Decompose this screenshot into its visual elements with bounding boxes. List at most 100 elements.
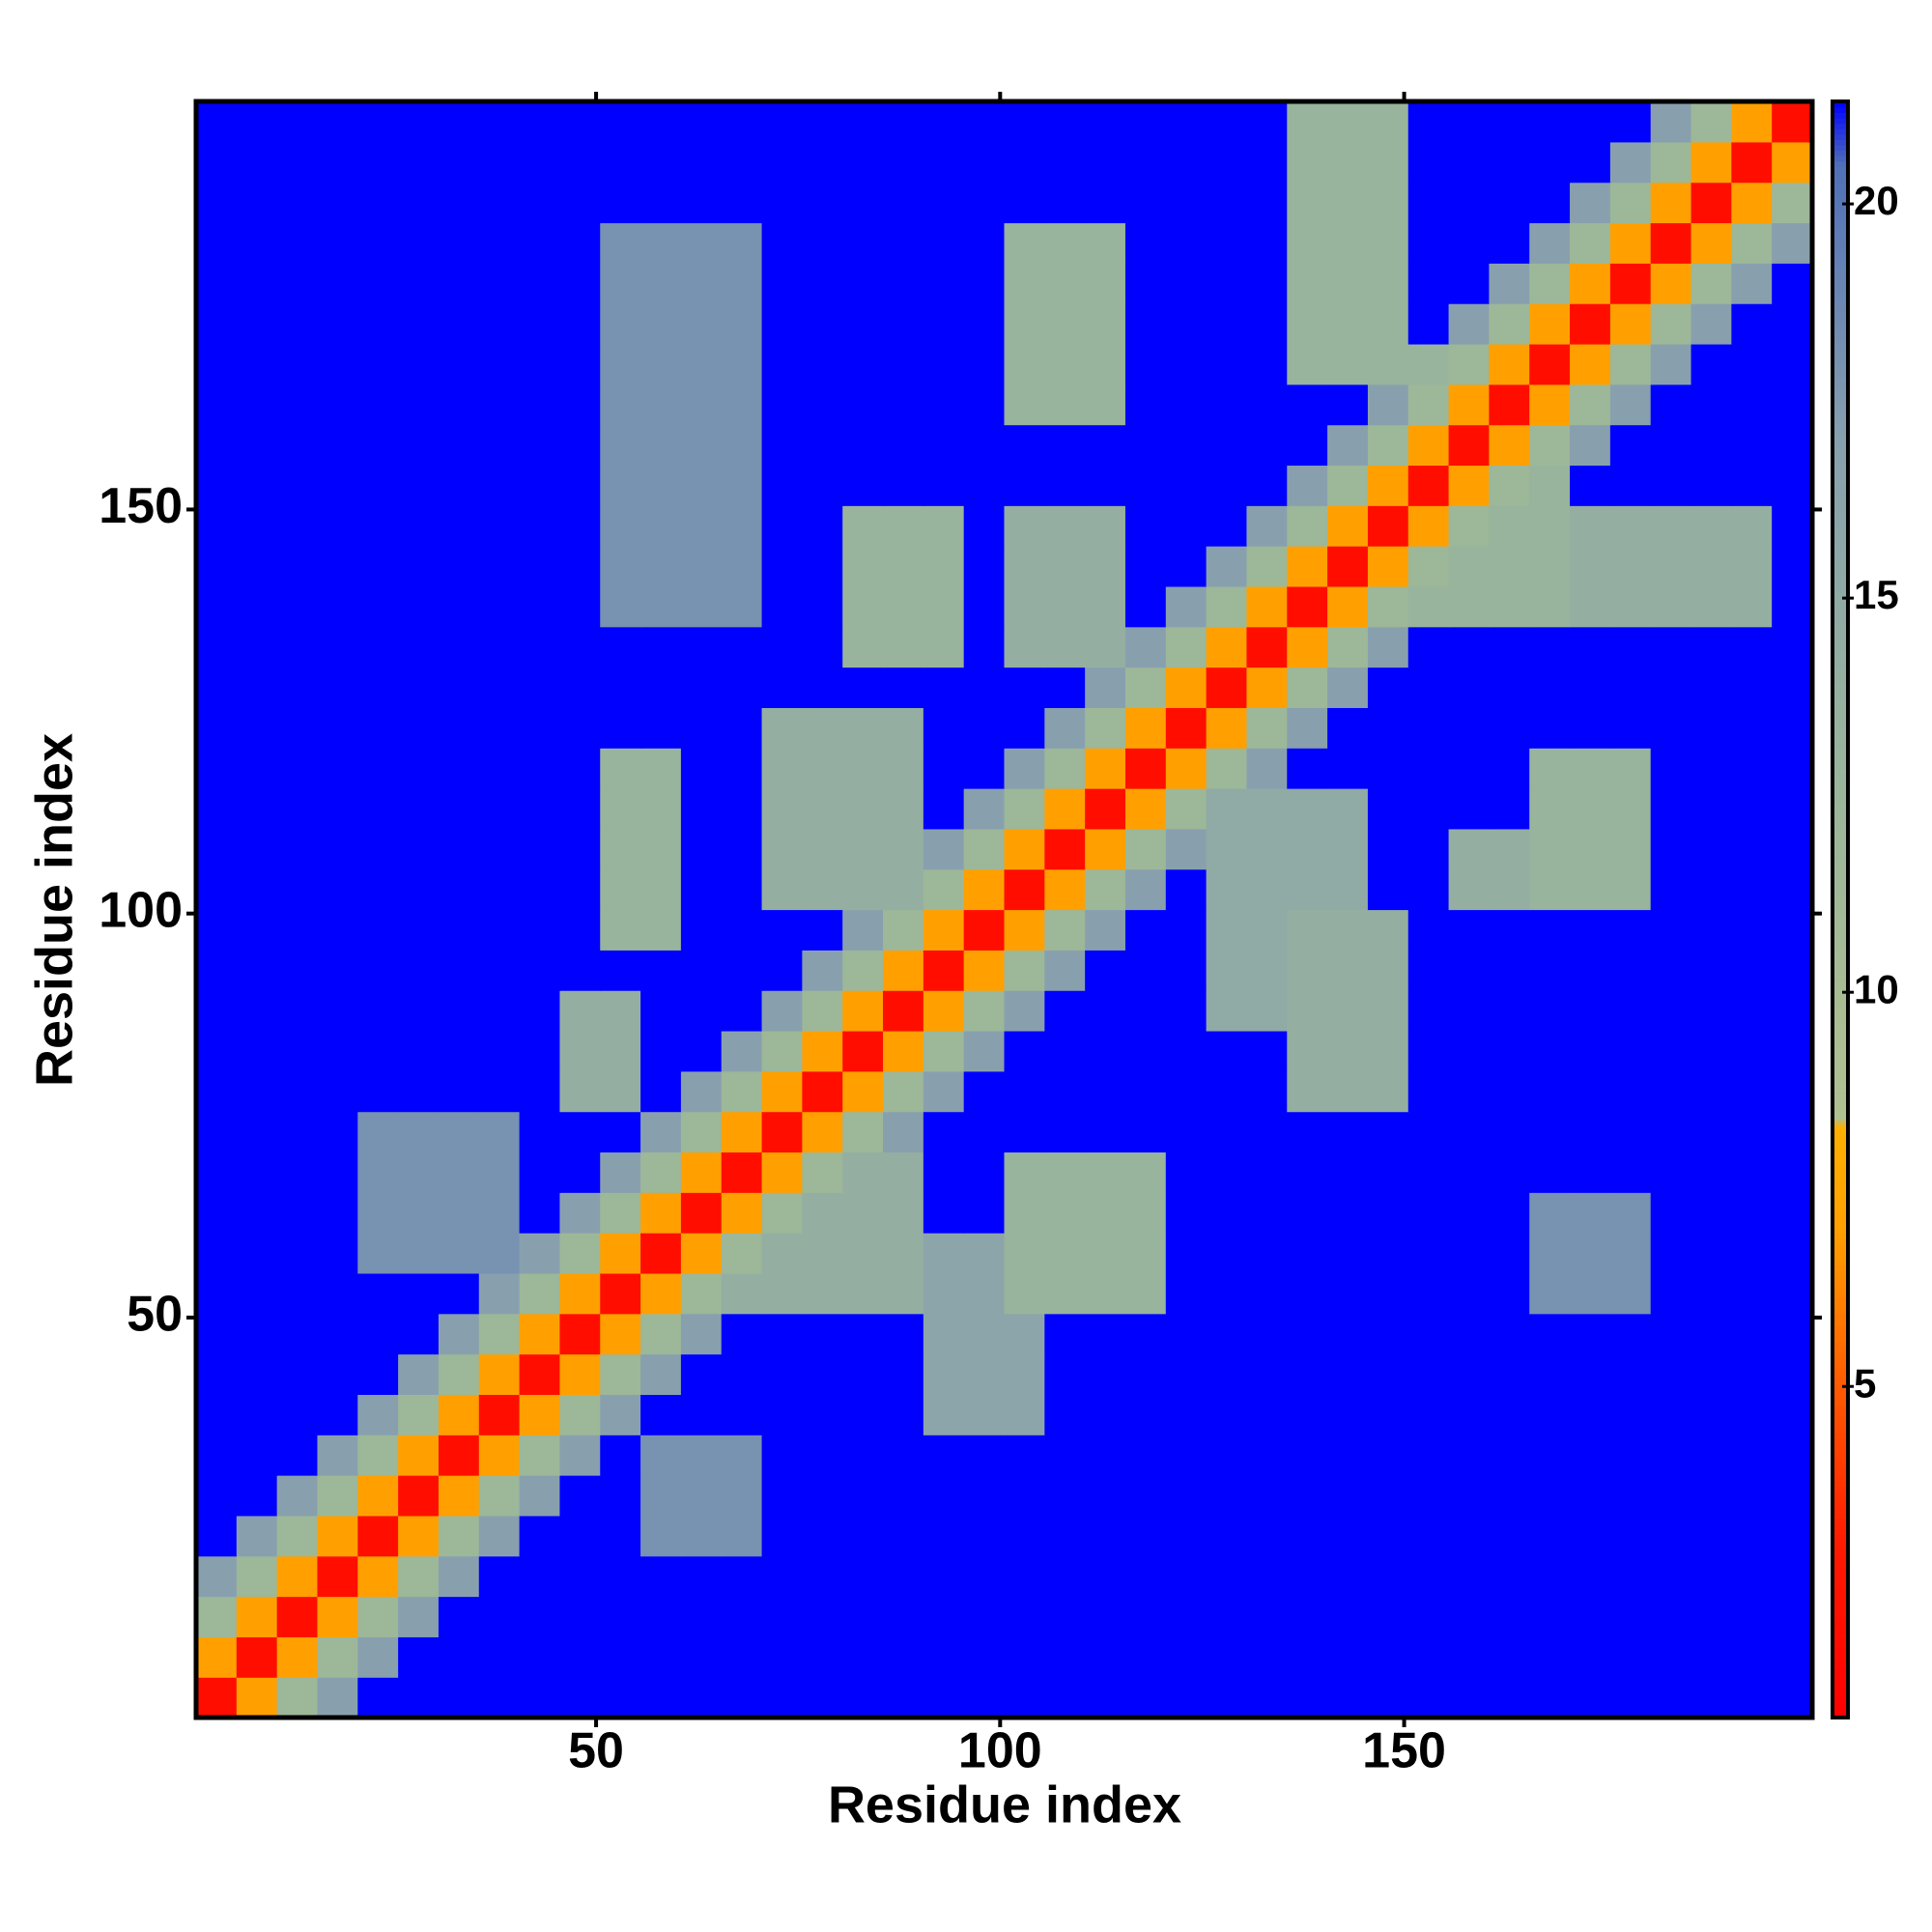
heatmap-cell <box>236 626 278 668</box>
heatmap-cell <box>196 1596 238 1637</box>
colorbar-swatch <box>1833 742 1848 749</box>
heatmap-cell <box>1650 1233 1692 1274</box>
heatmap-cell <box>478 1353 521 1395</box>
heatmap-cell <box>802 384 843 426</box>
heatmap-cell <box>1367 505 1409 547</box>
heatmap-cell <box>721 1070 763 1113</box>
colorbar-swatch <box>1833 559 1848 566</box>
heatmap-cell <box>1287 909 1328 951</box>
heatmap-cell <box>559 667 601 708</box>
heatmap-cell <box>1327 1030 1369 1072</box>
colorbar-swatch <box>1833 327 1848 334</box>
heatmap-cell <box>923 868 965 911</box>
colorbar-swatch <box>1833 139 1848 146</box>
heatmap-cell <box>236 1151 278 1193</box>
heatmap-cell <box>1407 1030 1450 1072</box>
colorbar-swatch <box>1833 1405 1848 1411</box>
heatmap-cell <box>600 788 641 830</box>
heatmap-cell <box>842 909 884 951</box>
heatmap-cell <box>1489 1111 1530 1153</box>
heatmap-cell <box>1085 667 1126 708</box>
heatmap-cell <box>1165 1070 1208 1113</box>
heatmap-cell <box>478 1555 521 1598</box>
heatmap-cell <box>519 1070 561 1113</box>
heatmap-cell <box>519 101 561 143</box>
colorbar-swatch <box>1833 1459 1848 1465</box>
heatmap-cell <box>398 1353 440 1395</box>
heatmap-cell <box>963 1233 1006 1274</box>
heatmap-cell <box>1529 546 1571 587</box>
colorbar-swatch <box>1833 1480 1848 1488</box>
heatmap-cell <box>761 546 803 587</box>
heatmap-cell <box>1004 263 1045 304</box>
colorbar-swatch <box>1833 101 1848 108</box>
heatmap-cell <box>1570 424 1611 467</box>
heatmap-cell <box>1609 546 1652 587</box>
heatmap-cell <box>1287 343 1328 385</box>
colorbar-swatch <box>1833 1373 1848 1379</box>
colorbar-swatch <box>1833 575 1848 582</box>
heatmap-cell <box>1124 909 1167 951</box>
heatmap-cell <box>963 1192 1006 1234</box>
heatmap-cell <box>1165 1636 1208 1678</box>
heatmap-cell <box>1004 1596 1045 1637</box>
heatmap-cell <box>1206 1151 1248 1193</box>
heatmap-cell <box>438 1555 480 1598</box>
heatmap-cell <box>438 182 480 224</box>
heatmap-cell <box>1690 1192 1732 1234</box>
heatmap-cell <box>357 909 399 951</box>
heatmap-cell <box>1124 828 1167 870</box>
colorbar-swatch <box>1833 1582 1848 1589</box>
colorbar-swatch <box>1833 1356 1848 1363</box>
heatmap-cell <box>802 828 843 870</box>
colorbar-swatch <box>1833 295 1848 302</box>
heatmap-cell <box>1165 182 1208 224</box>
colorbar-swatch <box>1833 1135 1848 1143</box>
heatmap-cell <box>1206 1475 1248 1517</box>
heatmap-cell <box>1246 1111 1288 1153</box>
heatmap-cell <box>519 141 561 184</box>
colorbar-swatch <box>1833 785 1848 792</box>
heatmap-cell <box>680 141 723 184</box>
heatmap-cell <box>1448 263 1490 304</box>
heatmap-cell <box>1772 182 1813 224</box>
colorbar-swatch <box>1833 635 1848 641</box>
colorbar-swatch <box>1833 871 1848 878</box>
heatmap-cell <box>802 1111 843 1153</box>
heatmap-cell <box>1124 1353 1167 1395</box>
heatmap-cell <box>1489 546 1530 587</box>
heatmap-cell <box>1327 1555 1369 1598</box>
colorbar-swatch <box>1833 834 1848 840</box>
heatmap-cell <box>1206 424 1248 467</box>
colorbar-swatch <box>1833 1593 1848 1601</box>
heatmap-cell <box>640 1596 682 1637</box>
heatmap-cell <box>276 101 319 143</box>
colorbar-swatch <box>1833 1146 1848 1153</box>
heatmap-cell <box>1731 1435 1773 1476</box>
heatmap-cell <box>761 1313 803 1355</box>
heatmap-cell <box>1367 1636 1409 1678</box>
heatmap-cell <box>842 667 884 708</box>
heatmap-cell <box>1165 263 1208 304</box>
heatmap-cell <box>721 626 763 668</box>
heatmap-cell <box>317 384 358 426</box>
heatmap-cell <box>802 1596 843 1637</box>
heatmap-cell <box>196 1233 238 1274</box>
heatmap-cell <box>1367 868 1409 911</box>
heatmap-cell <box>519 222 561 264</box>
colorbar-swatch <box>1833 629 1848 636</box>
heatmap-cell <box>559 1233 601 1274</box>
heatmap-cell <box>963 505 1006 547</box>
heatmap-cell <box>1609 707 1652 749</box>
colorbar-swatch <box>1833 1668 1848 1676</box>
colorbar-swatch <box>1833 725 1848 733</box>
heatmap-cell <box>1287 667 1328 708</box>
heatmap-cell <box>1287 585 1328 628</box>
heatmap-cell <box>1206 909 1248 951</box>
heatmap-cell <box>1650 828 1692 870</box>
colorbar-swatch <box>1833 332 1848 340</box>
heatmap-cell <box>1609 1394 1652 1435</box>
heatmap-cell <box>1570 1555 1611 1598</box>
heatmap-cell <box>1731 748 1773 789</box>
heatmap-cell <box>1690 707 1732 749</box>
